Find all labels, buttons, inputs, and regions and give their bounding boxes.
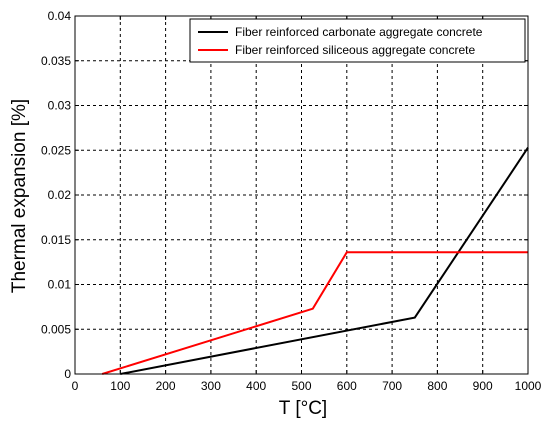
y-tick-label: 0.01 bbox=[48, 278, 72, 292]
x-tick-label: 0 bbox=[72, 379, 79, 393]
y-tick-label: 0.005 bbox=[41, 322, 71, 336]
x-axis-label: T [°C] bbox=[279, 398, 327, 419]
legend-box bbox=[189, 18, 526, 63]
series-line-2 bbox=[101, 251, 528, 375]
x-tick-label: 400 bbox=[246, 379, 266, 393]
y-tick-label: 0.04 bbox=[48, 9, 72, 23]
y-tick-label: 0.025 bbox=[41, 143, 71, 157]
x-axis-ticks: 0 100 200 300 400 500 600 700 800 900 1000 bbox=[72, 16, 542, 393]
x-tick-label: 600 bbox=[337, 379, 357, 393]
x-tick-label: 200 bbox=[156, 379, 176, 393]
x-tick-label: 800 bbox=[427, 379, 447, 393]
x-tick-label: 1000 bbox=[515, 379, 542, 393]
x-tick-label: 500 bbox=[291, 379, 311, 393]
plot-background bbox=[75, 16, 528, 374]
y-tick-label: 0.015 bbox=[41, 233, 71, 247]
y-tick-label: 0 bbox=[64, 367, 71, 381]
x-tick-label: 900 bbox=[473, 379, 493, 393]
series-line-1 bbox=[120, 147, 529, 375]
legend-label-2: Fiber reinforced siliceous aggregate con… bbox=[235, 43, 475, 57]
x-tick-label: 700 bbox=[382, 379, 402, 393]
y-tick-label: 0.02 bbox=[48, 188, 72, 202]
y-tick-label: 0.035 bbox=[41, 54, 71, 68]
series-lines bbox=[101, 147, 529, 375]
x-tick-label: 300 bbox=[201, 379, 221, 393]
legend: Fiber reinforced carbonate aggregate con… bbox=[189, 18, 526, 63]
plot-area bbox=[75, 16, 528, 374]
y-axis-ticks: 0 0.005 0.01 0.015 0.02 0.025 0.03 0.035 0.04 bbox=[41, 9, 528, 381]
legend-label-1: Fiber reinforced carbonate aggregate con… bbox=[235, 25, 483, 39]
x-tick-label: 100 bbox=[110, 379, 130, 393]
y-axis-label: Thermal expansion [%] bbox=[9, 99, 30, 293]
y-tick-label: 0.03 bbox=[48, 99, 72, 113]
